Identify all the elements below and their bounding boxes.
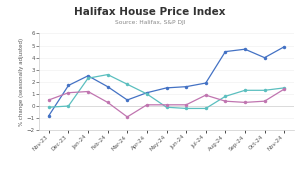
3 Month on 3 Month
% Change xyxy=(243,89,247,91)
Annual % Change xyxy=(184,86,188,88)
Annual % Change xyxy=(67,84,70,86)
Monthly % Change xyxy=(145,104,149,106)
3 Month on 3 Month
% Change xyxy=(204,107,208,110)
Annual % Change xyxy=(145,92,149,94)
Annual % Change xyxy=(47,115,51,117)
Annual % Change xyxy=(243,48,247,50)
Annual % Change xyxy=(165,87,168,89)
Monthly % Change xyxy=(224,100,227,102)
3 Month on 3 Month
% Change xyxy=(106,73,110,76)
Annual % Change xyxy=(86,75,90,77)
3 Month on 3 Month
% Change xyxy=(67,105,70,107)
Monthly % Change xyxy=(67,92,70,94)
3 Month on 3 Month
% Change xyxy=(125,83,129,85)
Monthly % Change xyxy=(47,99,51,101)
Monthly % Change xyxy=(204,94,208,96)
Line: 3 Month on 3 Month
% Change: 3 Month on 3 Month % Change xyxy=(47,73,286,110)
Text: Halifax House Price Index: Halifax House Price Index xyxy=(74,7,226,17)
3 Month on 3 Month
% Change xyxy=(145,93,149,95)
Annual % Change xyxy=(204,82,208,84)
Monthly % Change xyxy=(86,90,90,93)
Annual % Change xyxy=(106,86,110,88)
Annual % Change xyxy=(224,50,227,53)
3 Month on 3 Month
% Change xyxy=(47,106,51,108)
Monthly % Change xyxy=(184,104,188,106)
Monthly % Change xyxy=(282,88,286,90)
Line: Monthly % Change: Monthly % Change xyxy=(47,87,286,119)
Annual % Change xyxy=(282,46,286,48)
Text: Source: Halifax, S&P DJI: Source: Halifax, S&P DJI xyxy=(115,20,185,25)
3 Month on 3 Month
% Change xyxy=(165,106,168,108)
Monthly % Change xyxy=(165,104,168,106)
Monthly % Change xyxy=(106,101,110,103)
Annual % Change xyxy=(125,99,129,101)
3 Month on 3 Month
% Change xyxy=(224,95,227,97)
3 Month on 3 Month
% Change xyxy=(263,89,266,91)
Y-axis label: % change (seasonally adjusted): % change (seasonally adjusted) xyxy=(19,38,24,126)
Monthly % Change xyxy=(125,116,129,118)
Monthly % Change xyxy=(263,100,266,102)
Monthly % Change xyxy=(243,101,247,103)
3 Month on 3 Month
% Change xyxy=(184,107,188,110)
Annual % Change xyxy=(263,57,266,59)
3 Month on 3 Month
% Change xyxy=(282,87,286,89)
Line: Annual % Change: Annual % Change xyxy=(47,45,286,117)
3 Month on 3 Month
% Change xyxy=(86,77,90,79)
